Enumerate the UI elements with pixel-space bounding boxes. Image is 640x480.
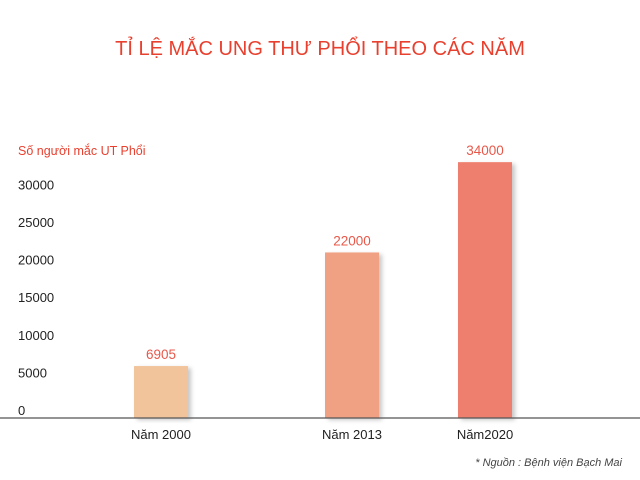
category-labels: Năm 2000 Năm 2013 Năm2020 [131, 427, 513, 442]
chart-title: TỈ LỆ MẮC UNG THƯ PHỔI THEO CÁC NĂM [115, 36, 525, 60]
y-tick-label: 10000 [18, 328, 54, 343]
data-label: 22000 [333, 233, 371, 248]
data-labels: 6905 22000 34000 [146, 143, 504, 362]
y-tick-label: 5000 [18, 365, 47, 380]
y-tick-labels: 0 5000 10000 15000 20000 25000 30000 [18, 177, 54, 418]
data-label: 6905 [146, 347, 176, 362]
y-tick-label: 0 [18, 403, 25, 418]
category-label: Năm 2000 [131, 427, 191, 442]
source-note: * Nguồn : Bệnh viện Bạch Mai [475, 457, 622, 469]
category-label: Năm2020 [457, 427, 513, 442]
y-axis-label: Số người mắc UT Phổi [18, 143, 146, 158]
bars [134, 162, 512, 418]
y-tick-label: 15000 [18, 290, 54, 305]
y-tick-label: 20000 [18, 253, 54, 268]
bar [325, 252, 379, 418]
category-label: Năm 2013 [322, 427, 382, 442]
bar [134, 366, 188, 418]
y-tick-label: 30000 [18, 177, 54, 192]
bar [458, 162, 512, 418]
data-label: 34000 [466, 143, 504, 158]
y-tick-label: 25000 [18, 215, 54, 230]
